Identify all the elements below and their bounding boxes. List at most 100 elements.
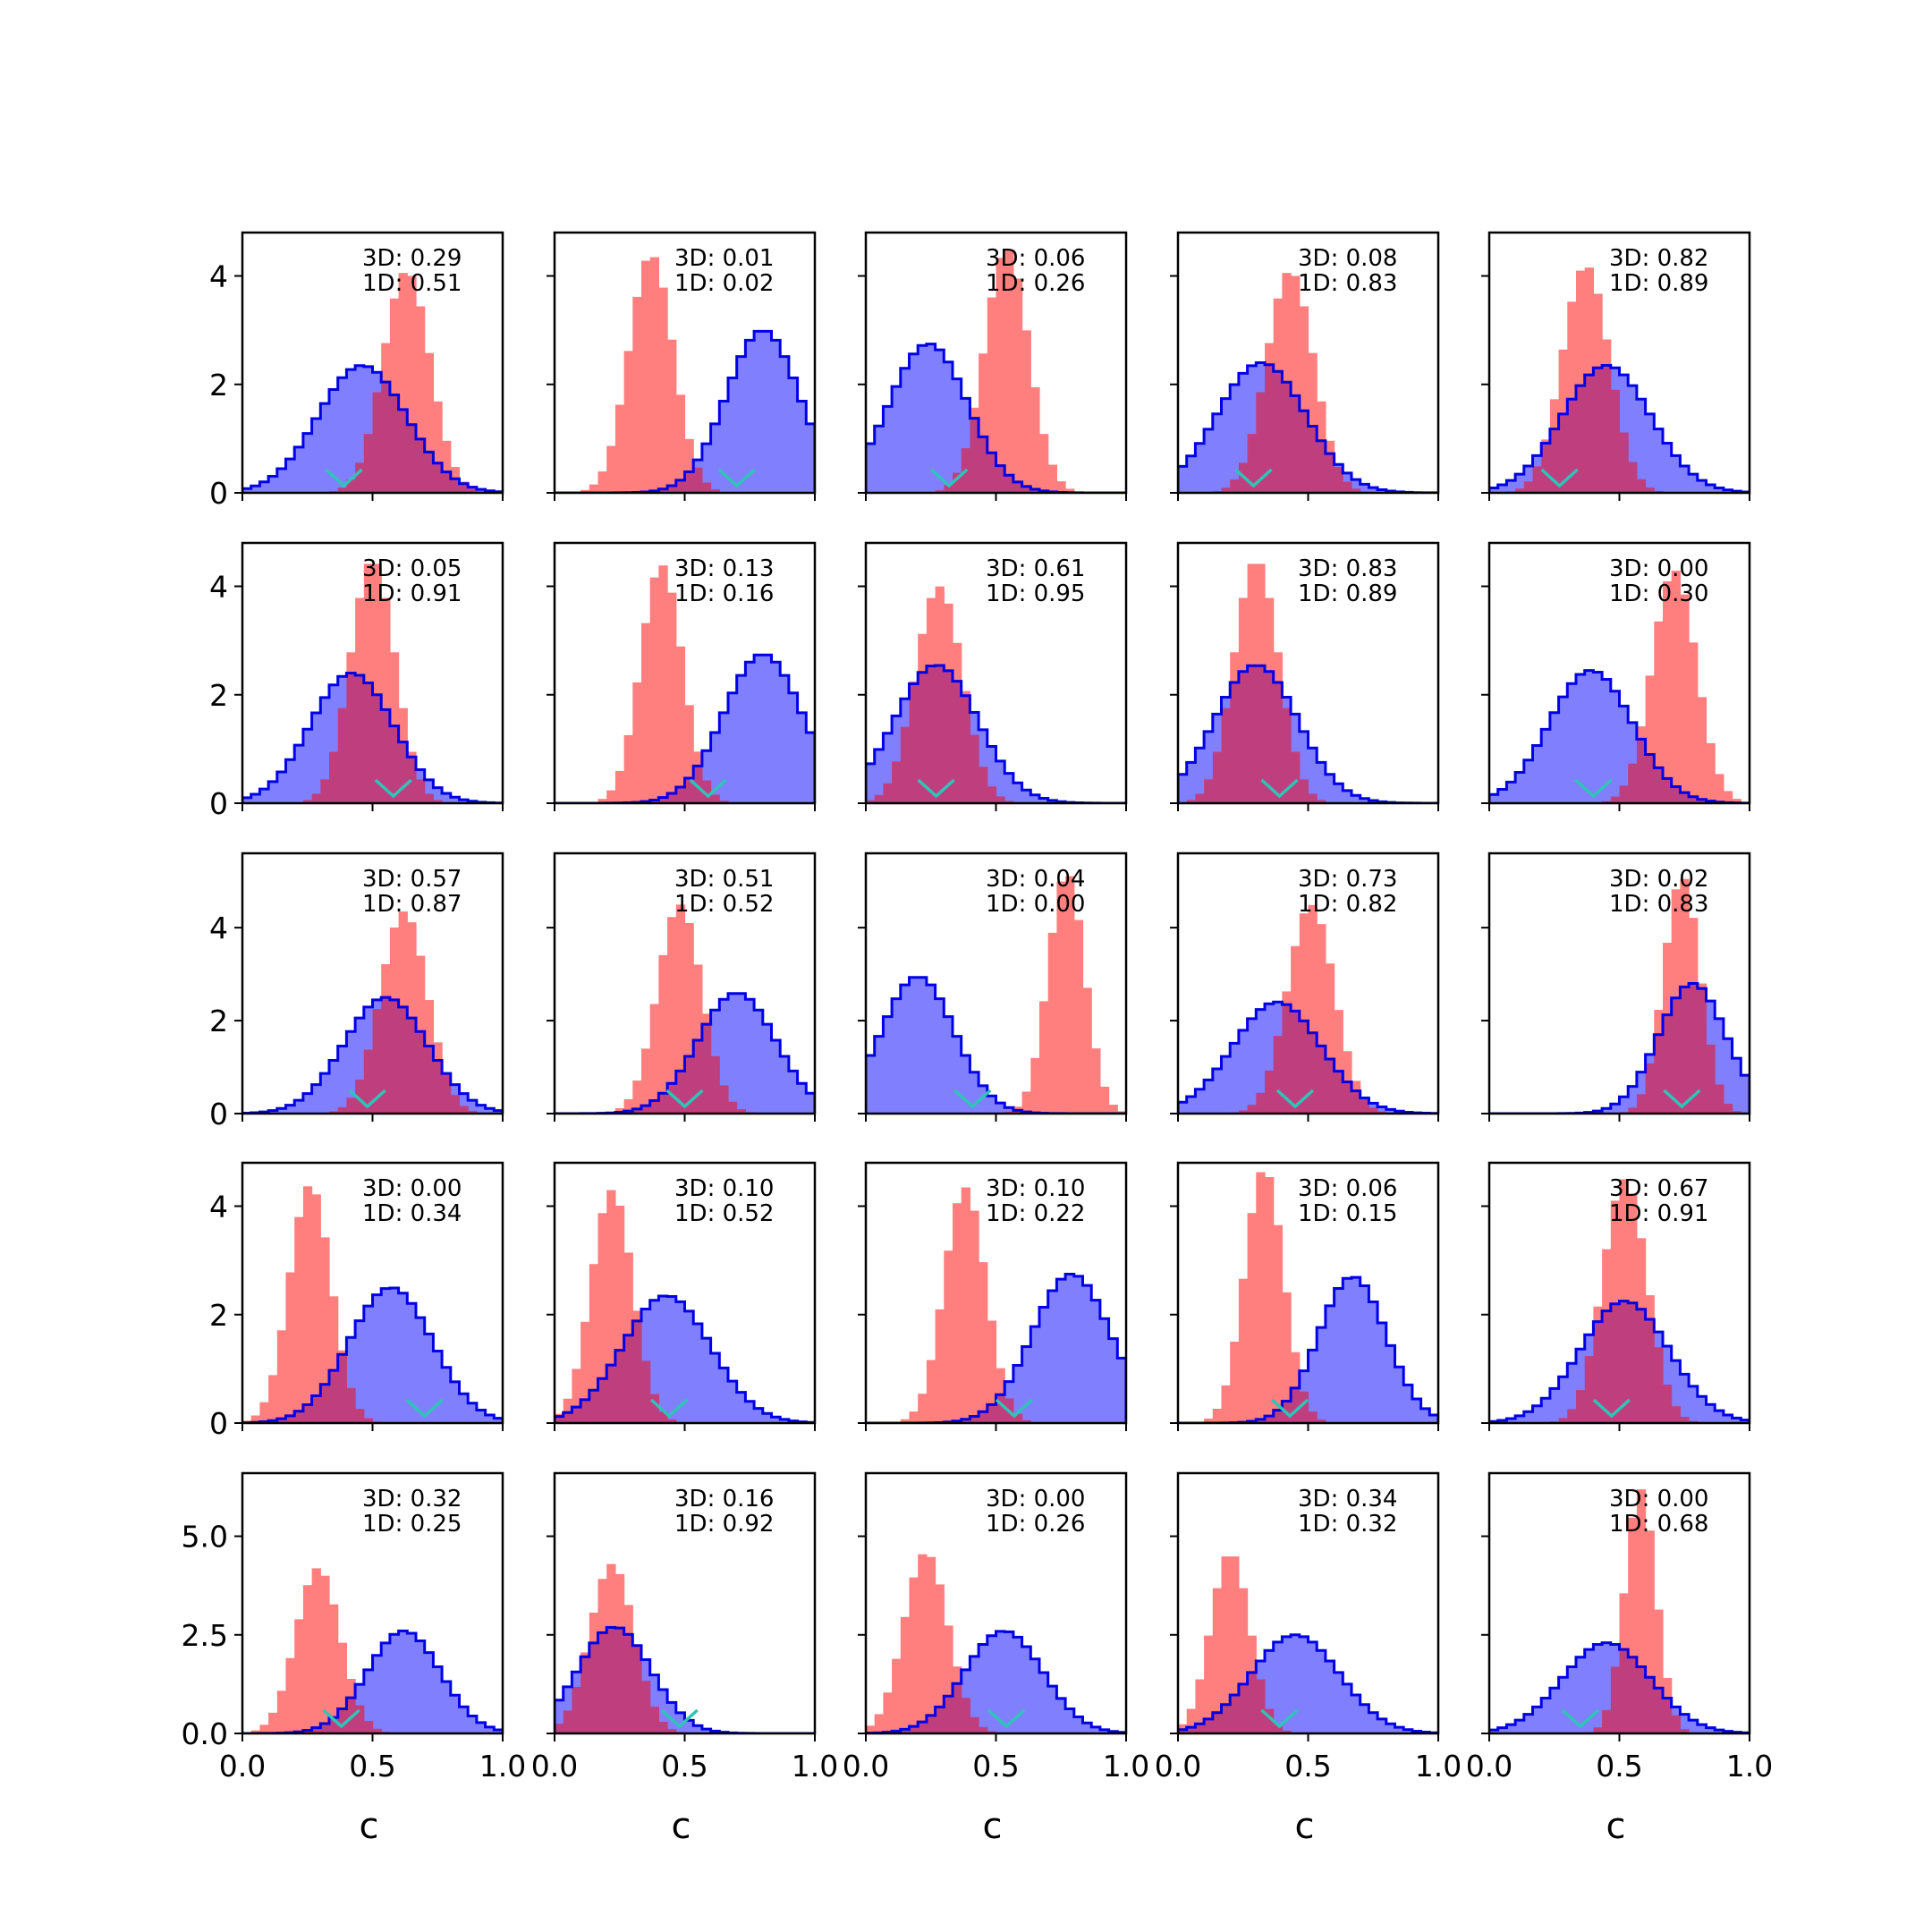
blue-bar [459, 1707, 469, 1733]
panel-annotation: 3D: 0.00 [1609, 555, 1708, 582]
blue-bar [970, 1072, 979, 1114]
blue-bar [918, 345, 928, 493]
red-bar [285, 1272, 295, 1423]
red-bar [1317, 401, 1326, 493]
blue-bar [1282, 1636, 1292, 1733]
red-bar [433, 800, 443, 803]
red-bar [649, 577, 659, 803]
panel-plot-area [866, 1554, 1126, 1733]
red-bar [311, 1194, 321, 1423]
blue-bar [242, 797, 252, 803]
red-bar [979, 353, 988, 493]
panel-plot-area [242, 1186, 503, 1423]
red-bar [1212, 1588, 1223, 1733]
red-bar [987, 786, 997, 803]
blue-bar [970, 1656, 979, 1733]
red-bar [606, 445, 616, 493]
panel-plot-area [242, 911, 503, 1114]
red-bar [1628, 462, 1638, 493]
panel-annotation: 1D: 0.89 [1298, 580, 1397, 607]
red-bar [1706, 1044, 1716, 1114]
blue-bar [1523, 1714, 1534, 1733]
blue-bar [1238, 373, 1249, 493]
red-bar [909, 1411, 919, 1423]
red-bar [1636, 1094, 1647, 1114]
blue-bar [1091, 1300, 1101, 1423]
panel-annotation: 3D: 0.16 [674, 1486, 774, 1513]
blue-bar [1541, 1698, 1551, 1733]
red-bar [649, 257, 659, 493]
blue-bar [1576, 1657, 1586, 1733]
blue-bar [1030, 1658, 1040, 1733]
panel-annotation: 1D: 0.32 [1298, 1511, 1397, 1538]
blue-bar [1377, 1718, 1387, 1733]
blue-bar [1082, 1723, 1092, 1733]
blue-bar [1671, 1360, 1681, 1423]
blue-histogram [866, 977, 1049, 1114]
red-bar [658, 954, 668, 1114]
marker-icon [929, 468, 969, 488]
red-bar [614, 1573, 625, 1733]
panel-annotation: 3D: 0.08 [1298, 245, 1397, 272]
x-tick-label: 0.0 [531, 1749, 578, 1784]
blue-bar [1004, 773, 1014, 803]
panel-annotation: 1D: 0.91 [1609, 1200, 1708, 1227]
blue-bar [424, 779, 434, 803]
blue-bar [780, 356, 790, 493]
blue-bar [909, 977, 919, 1114]
blue-bar [874, 1036, 884, 1114]
red-bar [719, 801, 729, 803]
red-bar [1238, 1110, 1249, 1114]
blue-bar [1004, 1107, 1014, 1114]
red-histogram [866, 1554, 997, 1733]
red-bar [874, 794, 884, 803]
red-bar [1663, 1677, 1673, 1733]
blue-bar [1021, 1346, 1031, 1423]
marker-icon [1260, 778, 1299, 799]
red-bar [363, 1418, 374, 1423]
red-bar [623, 1252, 633, 1423]
red-bar [320, 1237, 330, 1423]
red-histogram [589, 565, 729, 803]
blue-bar [745, 999, 755, 1114]
red-bar [641, 260, 651, 493]
red-bar [1212, 1409, 1223, 1423]
blue-bar [1645, 413, 1655, 493]
red-bar [1273, 1224, 1283, 1423]
red-bar [701, 780, 712, 803]
red-bar [424, 793, 434, 803]
red-bar [667, 1729, 677, 1733]
blue-bar [1602, 1642, 1612, 1733]
red-bar [424, 1000, 434, 1114]
blue-bar [1715, 1018, 1724, 1114]
blue-bar [1030, 1326, 1040, 1423]
red-bar [468, 1110, 478, 1114]
blue-bar [433, 1351, 443, 1423]
red-bar [329, 1296, 339, 1423]
red-bar [1221, 1385, 1231, 1423]
blue-bar [1628, 386, 1638, 493]
red-bar [1584, 267, 1594, 493]
panel-plot-area [1489, 1489, 1750, 1733]
red-bar [614, 1206, 625, 1423]
red-bar [337, 1642, 347, 1733]
red-bar [346, 479, 356, 493]
red-bar [1671, 571, 1681, 803]
red-bar [1186, 800, 1196, 803]
blue-bar [302, 729, 313, 803]
blue-bar [1221, 398, 1231, 493]
blue-bar [1515, 474, 1525, 493]
blue-bar [468, 1716, 478, 1733]
red-bar [658, 1411, 668, 1423]
blue-bar [1030, 794, 1040, 803]
blue-bar [1334, 784, 1343, 803]
blue-bar [398, 1631, 408, 1733]
red-bar [1680, 594, 1690, 803]
blue-bar [363, 366, 374, 493]
blue-bar [1065, 1708, 1075, 1733]
blue-bar [1256, 1009, 1266, 1114]
blue-bar [1394, 1367, 1404, 1423]
blue-bar [320, 403, 330, 493]
